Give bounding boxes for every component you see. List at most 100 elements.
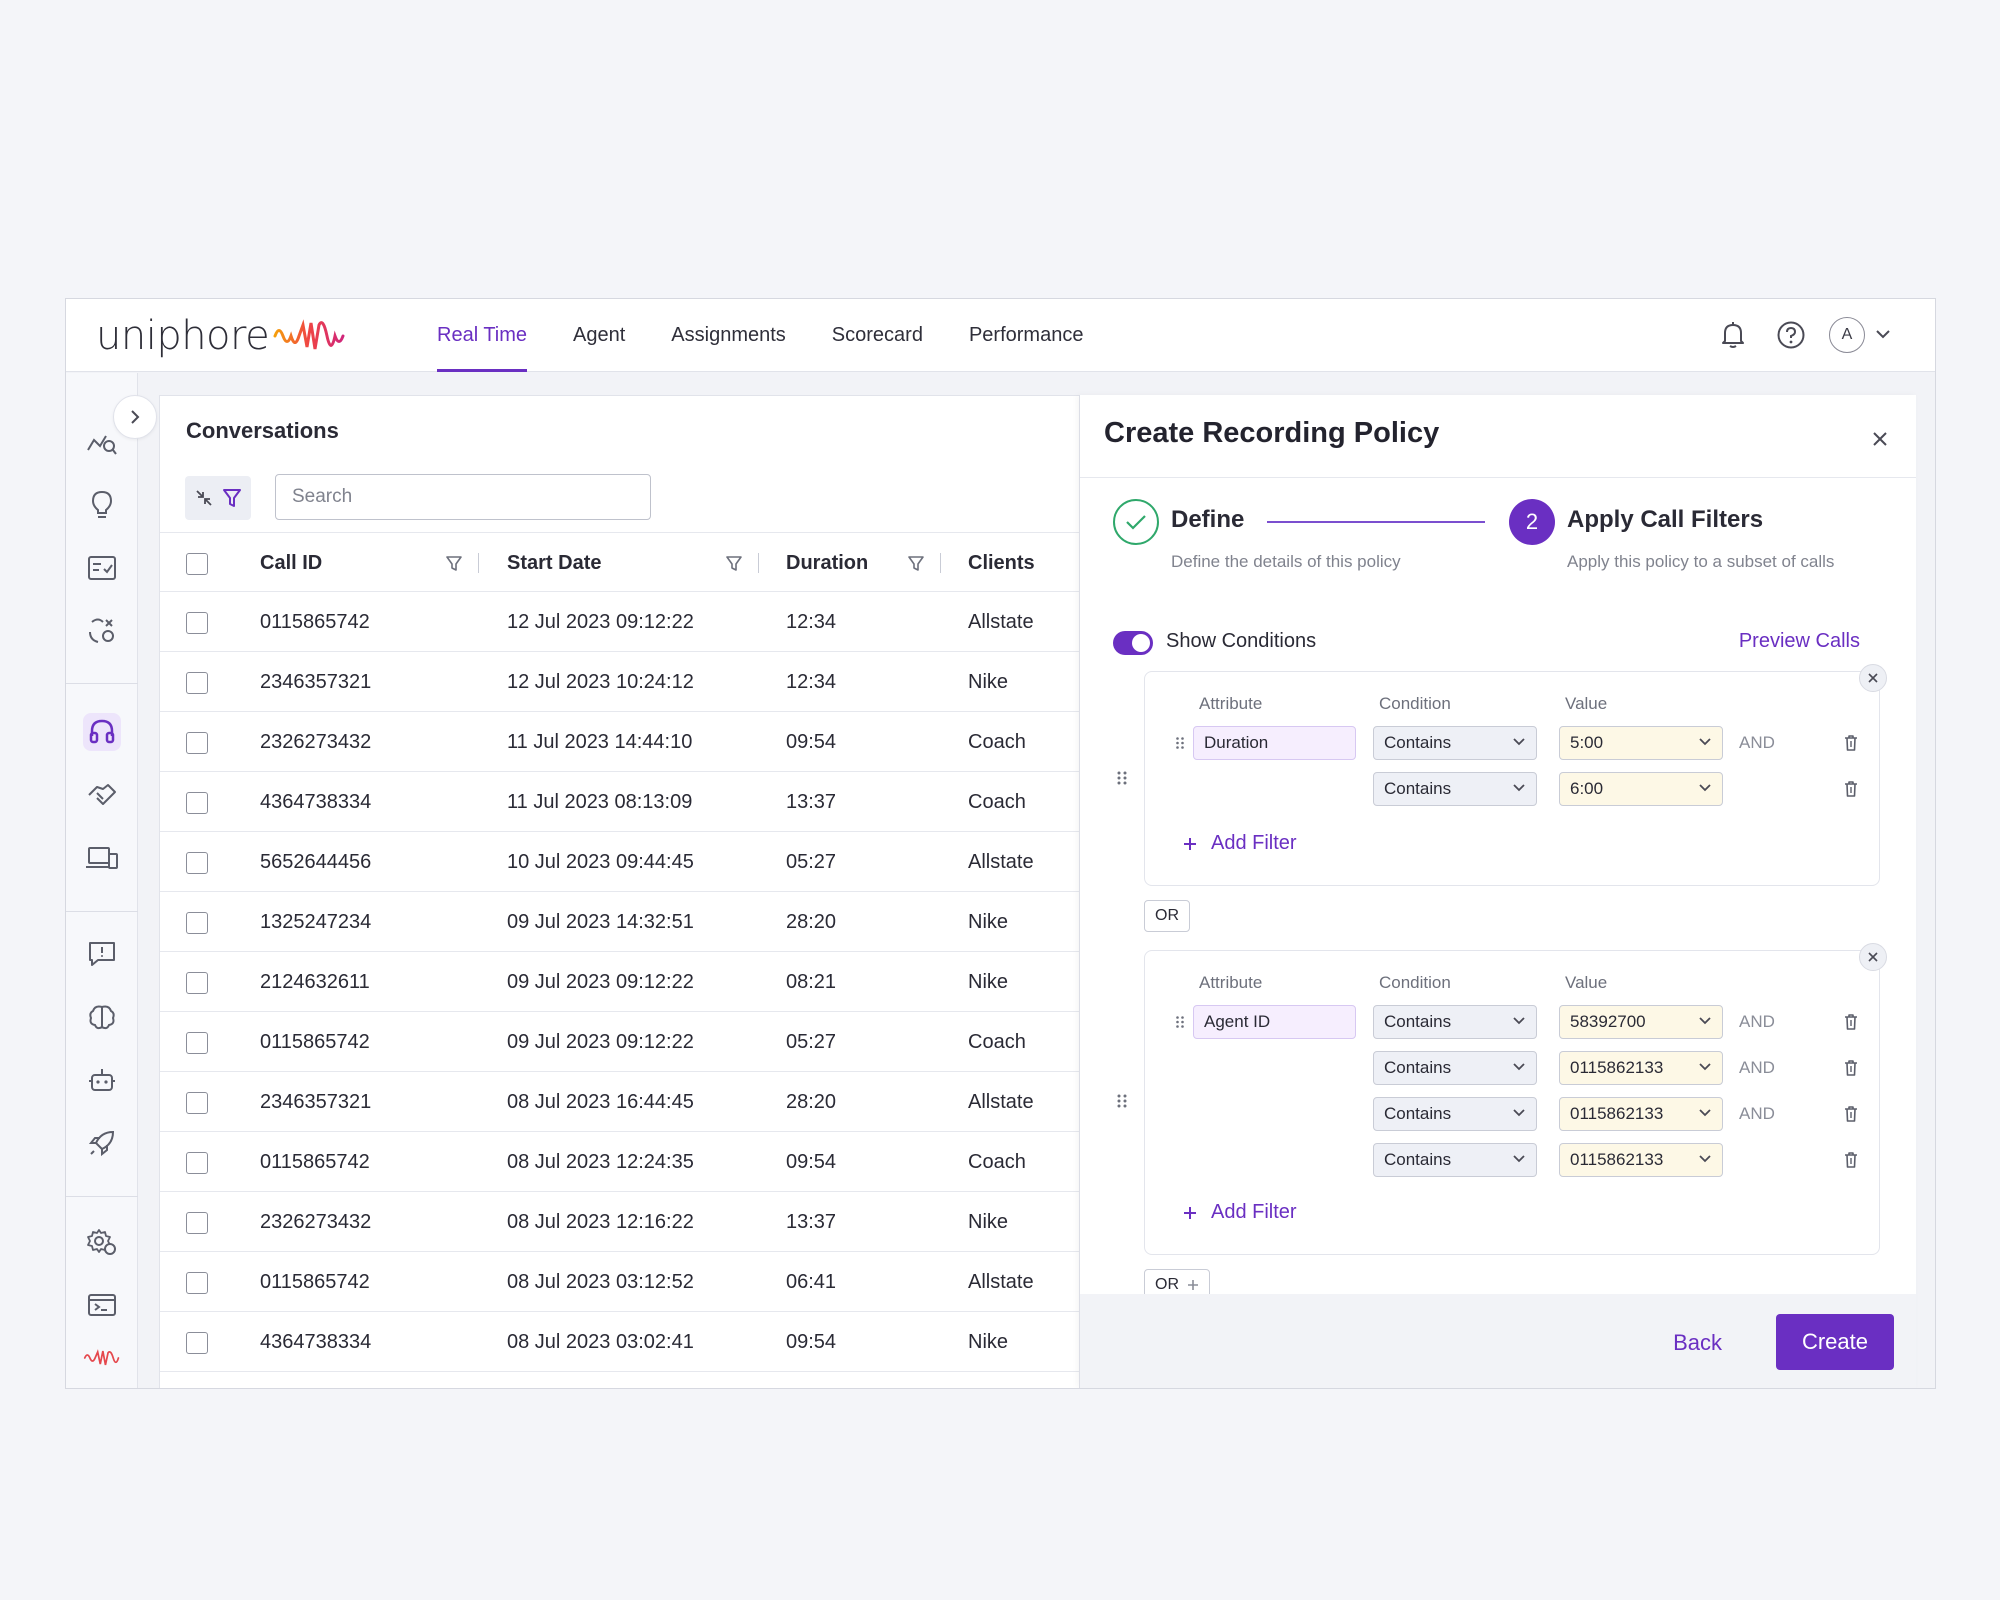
nav-performance[interactable]: Performance [968, 324, 1084, 346]
column-duration[interactable]: Duration [786, 551, 869, 574]
devices-icon[interactable] [83, 839, 121, 877]
handshake-icon[interactable] [83, 776, 121, 814]
preview-calls-link[interactable]: Preview Calls [1738, 630, 1860, 652]
rocket-icon[interactable] [83, 1124, 121, 1162]
table-row[interactable]: 4364738334 08 Jul 2023 03:02:41 09:54 Nike [160, 1312, 1158, 1372]
value-select[interactable]: 0115862133 [1559, 1143, 1723, 1177]
trash-icon[interactable] [1841, 1103, 1861, 1125]
row-checkbox[interactable] [186, 792, 208, 814]
drag-handle-icon[interactable] [1175, 1015, 1185, 1029]
row-checkbox[interactable] [186, 972, 208, 994]
value-select[interactable]: 0115862133 [1559, 1097, 1723, 1131]
uniphore-logo[interactable]: uniphore [96, 311, 345, 361]
checklist-icon[interactable] [83, 549, 121, 587]
table-row[interactable]: 0115865742 09 Jul 2023 09:12:22 05:27 Coach [160, 1012, 1158, 1072]
avatar[interactable]: A [1829, 317, 1865, 353]
condition-select[interactable]: Contains [1373, 1097, 1537, 1131]
trash-icon[interactable] [1841, 1149, 1861, 1171]
value-select[interactable]: 5:00 [1559, 726, 1723, 760]
settings-gear-icon[interactable] [83, 1223, 121, 1261]
chevron-down-icon[interactable] [1875, 326, 1891, 344]
attribute-chip[interactable]: Agent ID [1193, 1005, 1356, 1039]
close-icon[interactable] [1859, 943, 1887, 971]
uniphore-wave-icon[interactable] [83, 1339, 121, 1377]
table-row[interactable]: 2346357321 12 Jul 2023 10:24:12 12:34 Nike [160, 652, 1158, 712]
row-checkbox[interactable] [186, 1272, 208, 1294]
call-id-cell: 0115865742 [260, 1270, 370, 1293]
attribute-chip[interactable]: Duration [1193, 726, 1356, 760]
condition-select[interactable]: Contains [1373, 726, 1537, 760]
table-row[interactable]: 0115865742 12 Jul 2023 09:12:22 12:34 Allst… [160, 592, 1158, 652]
or-connector[interactable]: OR [1144, 900, 1190, 932]
brain-icon[interactable] [83, 998, 121, 1036]
show-conditions-toggle[interactable] [1113, 631, 1153, 655]
table-row[interactable]: 2346357321 08 Jul 2023 16:44:45 28:20 Allst… [160, 1072, 1158, 1132]
row-checkbox[interactable] [186, 1212, 208, 1234]
table-row[interactable]: 0115865742 08 Jul 2023 12:24:35 09:54 Coach [160, 1132, 1158, 1192]
headset-icon[interactable] [83, 713, 121, 751]
drag-handle-icon[interactable] [1175, 736, 1185, 750]
trash-icon[interactable] [1841, 778, 1861, 800]
trash-icon[interactable] [1841, 1057, 1861, 1079]
terminal-icon[interactable] [83, 1286, 121, 1324]
table-row[interactable]: 2326273432 11 Jul 2023 14:44:10 09:54 Coach [160, 712, 1158, 772]
trash-icon[interactable] [1841, 1011, 1861, 1033]
column-filter-icon[interactable] [726, 555, 742, 573]
step-2-title[interactable]: Apply Call Filters [1567, 506, 1764, 533]
column-filter-icon[interactable] [446, 555, 462, 573]
value-select[interactable]: 0115862133 [1559, 1051, 1723, 1085]
row-checkbox[interactable] [186, 1152, 208, 1174]
help-icon[interactable] [1771, 315, 1811, 355]
row-checkbox[interactable] [186, 732, 208, 754]
bell-icon[interactable] [1713, 315, 1753, 355]
row-checkbox[interactable] [186, 672, 208, 694]
close-icon[interactable] [1859, 664, 1887, 692]
column-start-date[interactable]: Start Date [507, 551, 602, 574]
chat-icon[interactable] [83, 935, 121, 973]
condition-select[interactable]: Contains [1373, 1143, 1537, 1177]
condition-select[interactable]: Contains [1373, 1005, 1537, 1039]
step-1-title[interactable]: Define [1171, 506, 1245, 533]
filter-toggle-button[interactable] [185, 476, 251, 520]
drag-handle-icon[interactable] [1116, 770, 1128, 786]
condition-select[interactable]: Contains [1373, 1051, 1537, 1085]
add-filter-button[interactable]: Add Filter [1183, 832, 1297, 855]
condition-select[interactable]: Contains [1373, 772, 1537, 806]
nav-scorecard[interactable]: Scorecard [831, 324, 923, 346]
table-row[interactable]: 5652644456 10 Jul 2023 09:44:45 05:27 Allst… [160, 832, 1158, 892]
value-select[interactable]: 6:00 [1559, 772, 1723, 806]
sidebar-expand-button[interactable] [113, 395, 157, 439]
trash-icon[interactable] [1841, 732, 1861, 754]
row-checkbox[interactable] [186, 1332, 208, 1354]
table-row[interactable]: 1325247234 09 Jul 2023 14:32:51 28:20 Nike [160, 892, 1158, 952]
column-clients[interactable]: Clients [968, 551, 1035, 574]
nav-agent[interactable]: Agent [573, 324, 626, 346]
row-checkbox[interactable] [186, 1032, 208, 1054]
table-row[interactable]: 2124632611 09 Jul 2023 09:12:22 08:21 Nike [160, 952, 1158, 1012]
nav-real-time[interactable]: Real Time [437, 299, 528, 372]
table-row[interactable]: 4364738334 11 Jul 2023 08:13:09 13:37 Coach [160, 772, 1158, 832]
analytics-search-icon[interactable] [83, 423, 121, 461]
back-button[interactable]: Back [1673, 1330, 1722, 1355]
step-connector [1267, 521, 1485, 523]
row-checkbox[interactable] [186, 852, 208, 874]
column-call-id[interactable]: Call ID [260, 551, 323, 574]
drag-handle-icon[interactable] [1116, 1093, 1128, 1109]
lightbulb-icon[interactable] [83, 486, 121, 524]
row-checkbox[interactable] [186, 912, 208, 934]
row-checkbox[interactable] [186, 612, 208, 634]
add-filter-button[interactable]: Add Filter [1183, 1201, 1297, 1224]
select-all-checkbox[interactable] [186, 553, 208, 575]
condition-value: Contains [1384, 733, 1452, 752]
column-filter-icon[interactable] [908, 555, 924, 573]
robot-icon[interactable] [83, 1061, 121, 1099]
search-input[interactable] [275, 474, 651, 520]
create-button[interactable]: Create [1776, 1314, 1894, 1370]
table-row[interactable]: 0115865742 08 Jul 2023 03:12:52 06:41 Allst… [160, 1252, 1158, 1312]
close-icon[interactable] [1866, 425, 1894, 453]
row-checkbox[interactable] [186, 1092, 208, 1114]
nav-assignments[interactable]: Assignments [671, 324, 786, 346]
value-select[interactable]: 58392700 [1559, 1005, 1723, 1039]
table-row[interactable]: 2326273432 08 Jul 2023 12:16:22 13:37 Nike [160, 1192, 1158, 1252]
sync-settings-icon[interactable] [83, 612, 121, 650]
